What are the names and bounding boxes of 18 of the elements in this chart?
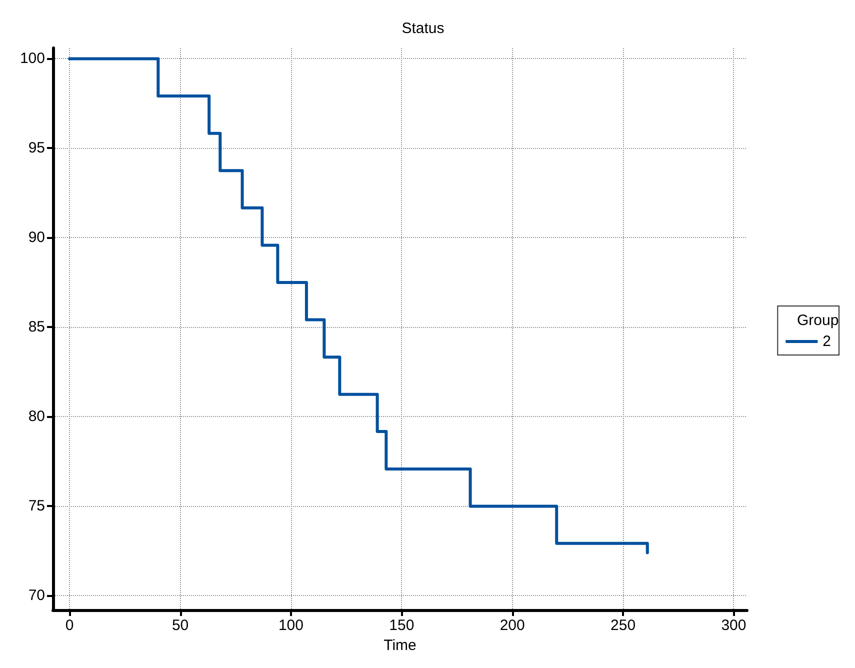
x-tick-label: 100 — [278, 617, 304, 634]
x-tick-label: 300 — [721, 617, 746, 634]
y-tick-label: 90 — [28, 229, 45, 246]
x-tick-label: 200 — [500, 617, 525, 634]
y-tick-label: 75 — [28, 498, 45, 515]
y-tick-label: 70 — [28, 587, 45, 604]
y-tick-label: 80 — [28, 408, 45, 426]
x-tick-label: 0 — [65, 617, 74, 634]
legend-label: 2 — [822, 333, 831, 350]
x-tick-label: 50 — [172, 617, 189, 634]
x-axis-title: Time — [384, 637, 416, 654]
x-tick-label: 150 — [389, 617, 414, 634]
y-tick-label: 85 — [28, 318, 45, 336]
legend-title: Group — [797, 312, 839, 329]
y-tick-label: 95 — [28, 140, 45, 157]
y-tick-label: 100 — [20, 50, 45, 68]
x-tick-label: 250 — [610, 617, 636, 634]
chart-title: Status — [402, 20, 444, 37]
